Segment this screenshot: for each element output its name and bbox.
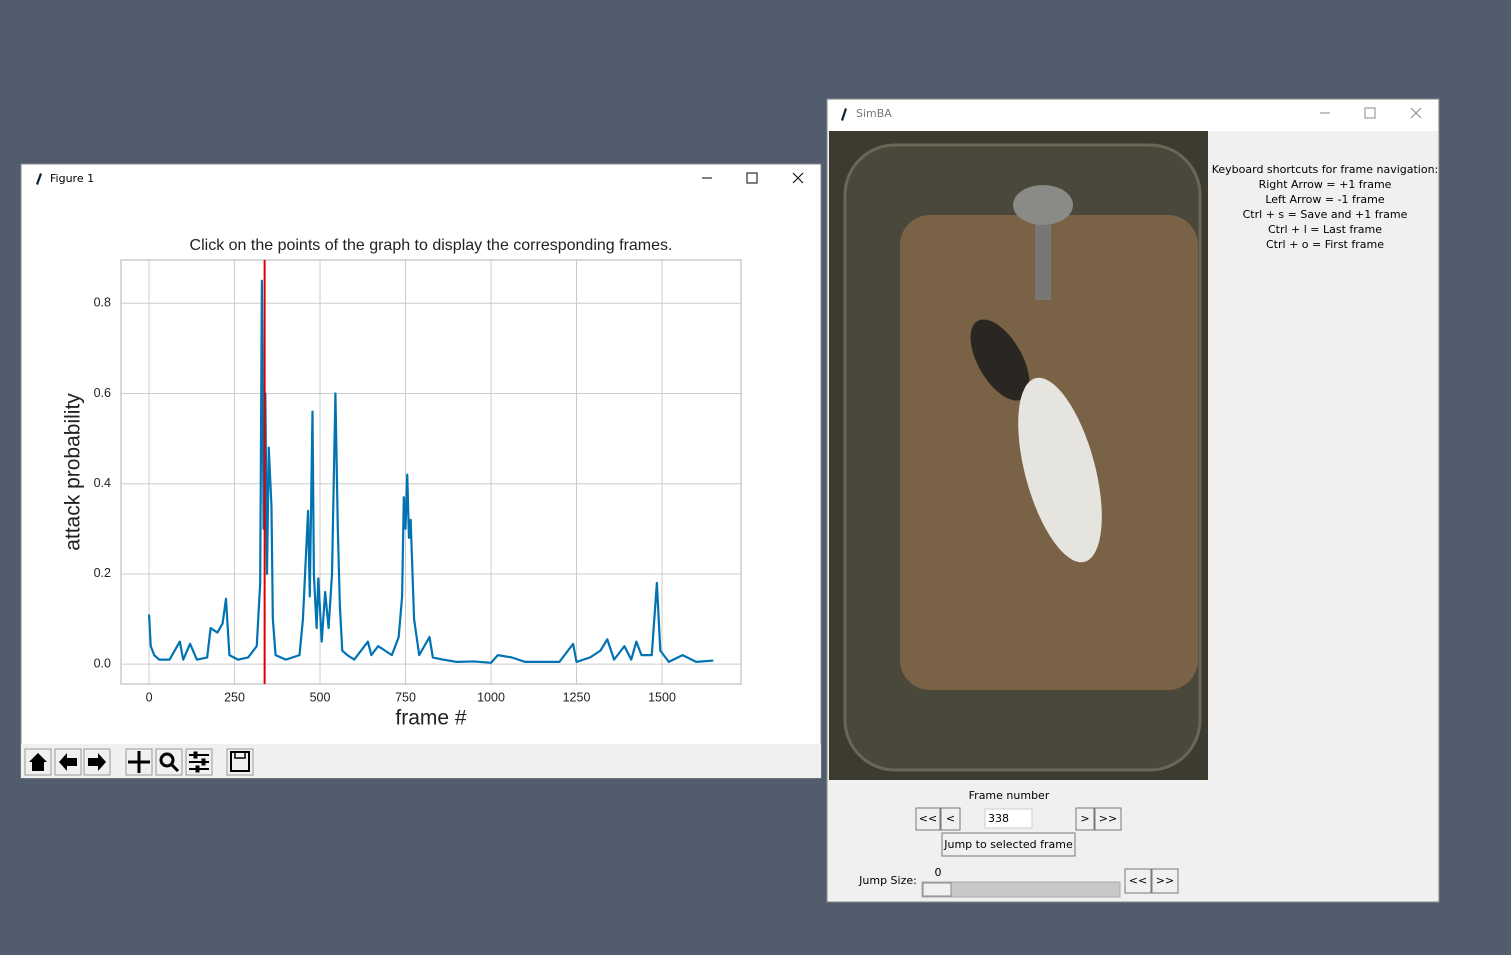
shortcut: Right Arrow = +1 frame	[1259, 178, 1392, 191]
zoom-button[interactable]	[155, 748, 183, 776]
button-label: >>	[1099, 812, 1117, 825]
y-tick-label: 0.2	[94, 566, 111, 580]
last-frame-button[interactable]: >>	[1094, 807, 1122, 831]
x-tick-label: 1000	[477, 690, 505, 704]
app-icon	[36, 173, 42, 185]
back-button[interactable]	[54, 748, 82, 776]
x-tick-label: 750	[395, 690, 416, 704]
x-tick-label: 1500	[648, 690, 676, 704]
x-tick-label: 500	[310, 690, 331, 704]
x-axis-label: frame #	[395, 707, 467, 730]
jump-size-label: Jump Size:	[858, 874, 917, 887]
shortcut: Ctrl + o = First frame	[1266, 238, 1384, 251]
first-frame-button[interactable]: <<	[915, 807, 941, 831]
jump-forward-button[interactable]: >>	[1151, 868, 1179, 894]
pan-button[interactable]	[125, 748, 153, 776]
jump-size-value: 0	[935, 866, 942, 879]
close-button[interactable]	[1410, 107, 1422, 119]
toolbar	[21, 744, 821, 778]
toolbar-buttons	[24, 748, 254, 776]
button-label: <<	[1129, 874, 1147, 887]
y-tick-label: 0.4	[94, 476, 111, 490]
app-icon	[841, 108, 847, 121]
shortcut: Ctrl + s = Save and +1 frame	[1243, 208, 1408, 221]
x-tick-label: 0	[146, 690, 153, 704]
configure-button[interactable]	[185, 748, 213, 776]
maximize-button[interactable]	[1364, 107, 1376, 119]
forward-button[interactable]	[83, 748, 111, 776]
y-axis-label: attack probability	[62, 393, 85, 551]
frame-number-label: Frame number	[969, 789, 1050, 802]
chart-title: Click on the points of the graph to disp…	[190, 237, 673, 254]
x-tick-label: 250	[224, 690, 245, 704]
jump-button[interactable]: Jump to selected frame	[941, 832, 1076, 857]
button-label: Jump to selected frame	[943, 838, 1073, 851]
jump-size-slider[interactable]	[921, 881, 1121, 898]
close-button[interactable]	[792, 172, 804, 184]
shortcuts-title: Keyboard shortcuts for frame navigation:	[1212, 163, 1439, 176]
maximize-button[interactable]	[746, 172, 758, 184]
window-title: SimBA	[856, 107, 892, 120]
next-frame-button[interactable]: >	[1075, 807, 1095, 831]
data-line	[147, 279, 714, 664]
frame-value: 338	[988, 812, 1009, 825]
video-frame	[829, 131, 1208, 780]
jump-back-button[interactable]: <<	[1124, 868, 1152, 894]
window-title: Figure 1	[50, 172, 94, 185]
y-tick-label: 0.6	[94, 386, 111, 400]
button-label: >	[1080, 812, 1089, 825]
y-tick-label: 0.8	[94, 296, 111, 310]
plot-frame	[120, 259, 742, 685]
shortcut: Left Arrow = -1 frame	[1265, 193, 1385, 206]
button-label: >>	[1156, 874, 1174, 887]
save-button[interactable]	[226, 748, 254, 776]
y-tick-label: 0.0	[94, 656, 111, 670]
home-button[interactable]	[24, 748, 52, 776]
frame-entry[interactable]: 338	[984, 808, 1033, 829]
figure-window	[20, 163, 822, 779]
shortcut: Ctrl + l = Last frame	[1268, 223, 1382, 236]
prev-frame-button[interactable]: <	[940, 807, 961, 831]
button-label: <	[946, 812, 955, 825]
button-label: <<	[919, 812, 937, 825]
x-tick-label: 1250	[563, 690, 591, 704]
title-bar	[828, 100, 1438, 131]
